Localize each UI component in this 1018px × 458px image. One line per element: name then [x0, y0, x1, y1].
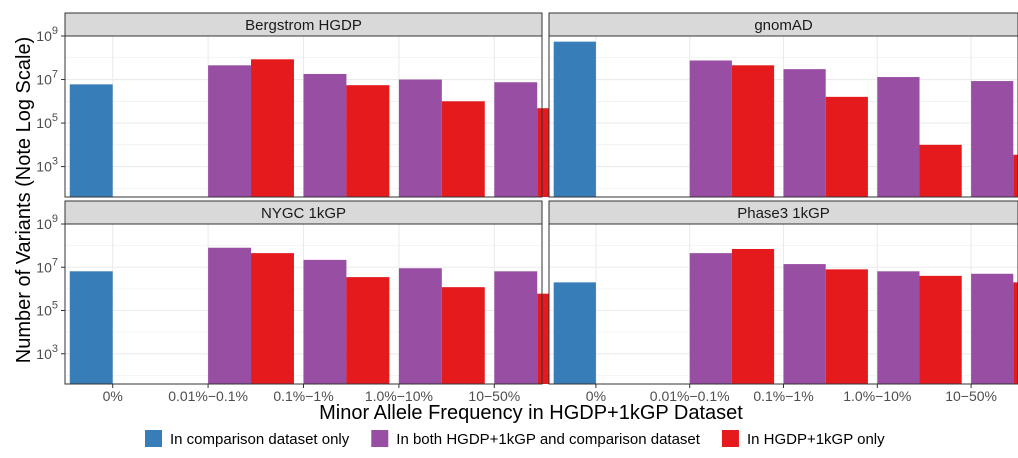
x-tick-label: 0% — [586, 388, 606, 404]
bar — [731, 65, 775, 198]
bar — [783, 69, 826, 197]
legend-label: In comparison dataset only — [170, 431, 350, 448]
panel-2: NYGC 1kGP 103 105 107 109 0% 0.01%−0.1% 0.1%−1%… — [36, 200, 581, 404]
y-tick-label: 105 — [36, 112, 58, 131]
bar — [208, 65, 252, 198]
panel-border — [548, 35, 1018, 198]
x-tick-label: 1.0%−10% — [843, 388, 911, 404]
bar — [346, 85, 390, 197]
bar — [441, 101, 485, 197]
bar — [398, 268, 442, 384]
y-tick-label: 103 — [36, 156, 58, 175]
x-tick-label: 1.0%−10% — [365, 388, 433, 404]
legend: In comparison dataset only In both HGDP+1… — [145, 430, 885, 448]
x-tick-label: 10−50% — [945, 388, 997, 404]
legend-label: In both HGDP+1kGP and comparison dataset — [396, 431, 700, 448]
legend-item: In comparison dataset only — [145, 430, 350, 448]
facet-panels: Bergstrom HGDP 103 105 107 109 gnomAD NYGC 1kG… — [36, 12, 1018, 404]
bar — [494, 82, 538, 197]
y-tick-label: 103 — [36, 343, 58, 362]
bar — [494, 271, 538, 384]
y-tick-label: 107 — [36, 69, 58, 88]
y-axis-title: Number of Variants (Note Log Scale) — [13, 37, 35, 363]
bar — [441, 287, 485, 384]
bar — [251, 253, 294, 384]
bar — [689, 253, 732, 384]
bar — [346, 277, 390, 384]
y-tick-label: 109 — [36, 25, 58, 44]
bar — [553, 282, 596, 384]
x-tick-label: 0% — [103, 388, 123, 404]
bar — [69, 84, 113, 197]
bar — [1013, 282, 1018, 384]
legend-label: In HGDP+1kGP only — [747, 431, 885, 448]
x-axis-title: Minor Allele Frequency in HGDP+1kGP Data… — [319, 402, 743, 424]
panel-1: gnomAD — [548, 12, 1018, 198]
bar — [553, 41, 596, 198]
legend-swatch — [371, 430, 389, 447]
bar — [919, 275, 962, 384]
panel-border — [64, 35, 543, 198]
bar — [1013, 154, 1018, 197]
bar — [971, 273, 1014, 384]
x-tick-label: 10−50% — [468, 388, 520, 404]
legend-item: In HGDP+1kGP only — [721, 430, 885, 448]
y-tick-label: 109 — [36, 213, 58, 232]
x-tick-label: 0.1%−1% — [273, 388, 333, 404]
x-tick-label: 0.01%−0.1% — [168, 388, 248, 404]
x-tick-label: 0.01%−0.1% — [650, 388, 730, 404]
legend-swatch — [721, 430, 739, 447]
bar — [919, 144, 962, 197]
bar — [398, 79, 442, 197]
panel-3: Phase3 1kGP 0% 0.01%−0.1% 0.1%−1% 1.0%−10% 10… — [548, 200, 1018, 404]
legend-swatch — [145, 430, 162, 447]
panel-0: Bergstrom HGDP 103 105 107 109 — [36, 12, 581, 198]
bar — [251, 59, 294, 197]
panel-title: Bergstrom HGDP — [245, 17, 362, 34]
bar — [971, 81, 1014, 197]
bar — [825, 269, 868, 384]
bar — [303, 259, 347, 384]
bar — [69, 271, 113, 384]
panel-title: NYGC 1kGP — [261, 205, 346, 222]
y-tick-label: 107 — [36, 256, 58, 275]
bar — [731, 248, 775, 384]
bar — [877, 271, 920, 384]
bar — [783, 264, 826, 384]
panel-title: gnomAD — [754, 17, 813, 34]
panel-title: Phase3 1kGP — [737, 205, 830, 222]
legend-item: In both HGDP+1kGP and comparison dataset — [371, 430, 701, 448]
bar — [208, 247, 252, 384]
bar — [303, 73, 347, 197]
bar — [689, 60, 732, 197]
y-tick-label: 105 — [36, 300, 58, 319]
x-tick-label: 0.1%−1% — [753, 388, 813, 404]
bar — [877, 77, 920, 197]
bar — [825, 96, 868, 197]
